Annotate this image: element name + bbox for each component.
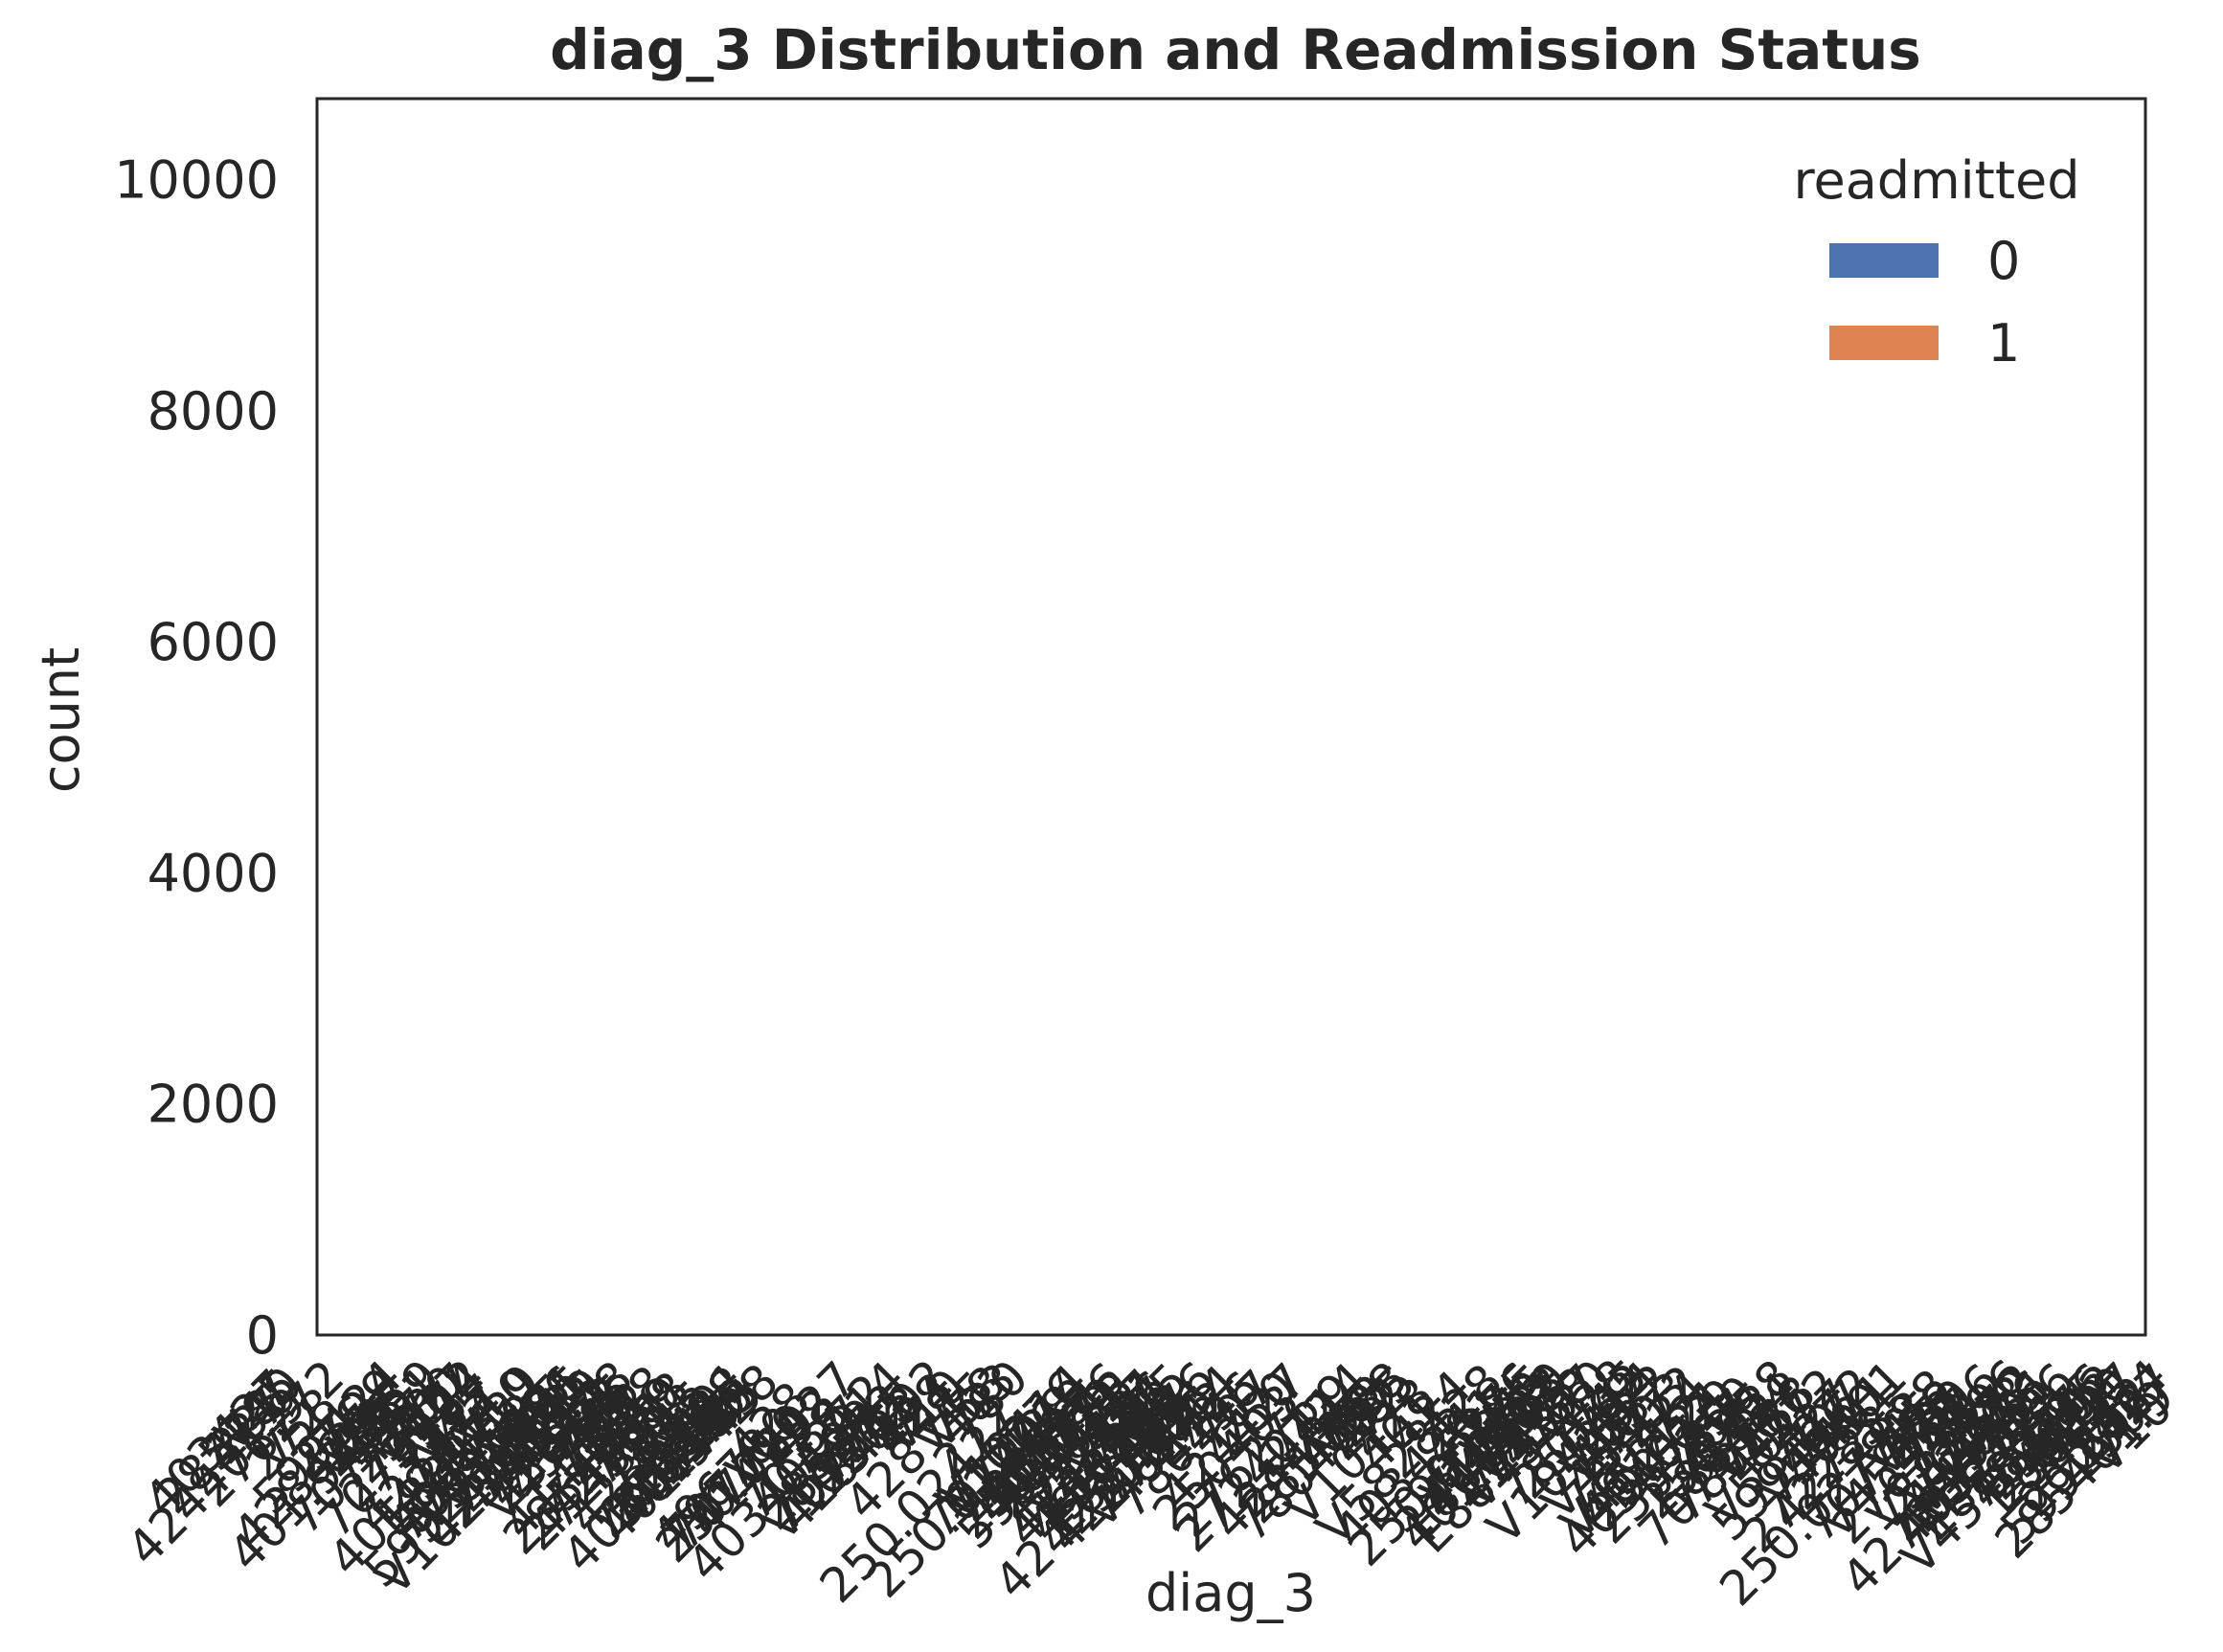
axes-frame	[315, 97, 2147, 1337]
y-axis: 0 2000 4000 6000 8000 10000	[114, 149, 279, 1366]
y-tick-label: 2000	[147, 1075, 279, 1135]
legend: readmitted 0 1	[1793, 150, 2079, 373]
legend-title: readmitted	[1793, 150, 2079, 211]
y-tick-label: 8000	[147, 381, 279, 441]
legend-swatch	[1829, 243, 1939, 278]
x-axis-label: diag_3	[1146, 1563, 1316, 1623]
legend-swatch	[1829, 326, 1939, 360]
chart-title: diag_3 Distribution and Readmission Stat…	[550, 17, 1921, 82]
y-tick-label: 10000	[114, 149, 279, 210]
legend-label: 0	[1987, 231, 2020, 291]
legend-label: 1	[1987, 313, 2020, 373]
plot-area	[315, 97, 2147, 1337]
y-tick-label: 6000	[147, 612, 279, 672]
y-tick-label: 0	[246, 1305, 279, 1366]
y-tick-label: 4000	[147, 843, 279, 903]
y-axis-label: count	[31, 647, 91, 793]
